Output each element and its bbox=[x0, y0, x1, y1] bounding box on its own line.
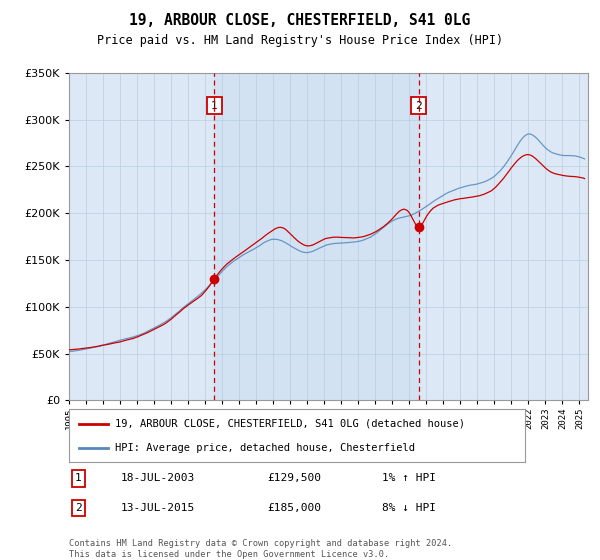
Text: 2: 2 bbox=[415, 101, 422, 110]
Text: 2: 2 bbox=[75, 503, 82, 513]
Text: £185,000: £185,000 bbox=[268, 503, 322, 513]
Text: HPI: Average price, detached house, Chesterfield: HPI: Average price, detached house, Ches… bbox=[115, 443, 415, 453]
Text: 1% ↑ HPI: 1% ↑ HPI bbox=[382, 473, 436, 483]
Text: 18-JUL-2003: 18-JUL-2003 bbox=[121, 473, 196, 483]
Text: Contains HM Land Registry data © Crown copyright and database right 2024.
This d: Contains HM Land Registry data © Crown c… bbox=[69, 539, 452, 559]
Text: Price paid vs. HM Land Registry's House Price Index (HPI): Price paid vs. HM Land Registry's House … bbox=[97, 34, 503, 46]
Text: 13-JUL-2015: 13-JUL-2015 bbox=[121, 503, 196, 513]
Text: 19, ARBOUR CLOSE, CHESTERFIELD, S41 0LG: 19, ARBOUR CLOSE, CHESTERFIELD, S41 0LG bbox=[130, 13, 470, 29]
Text: 1: 1 bbox=[75, 473, 82, 483]
Text: 1: 1 bbox=[211, 101, 218, 110]
Text: 19, ARBOUR CLOSE, CHESTERFIELD, S41 0LG (detached house): 19, ARBOUR CLOSE, CHESTERFIELD, S41 0LG … bbox=[115, 419, 464, 429]
Text: £129,500: £129,500 bbox=[268, 473, 322, 483]
Bar bbox=[214, 73, 419, 400]
Text: 8% ↓ HPI: 8% ↓ HPI bbox=[382, 503, 436, 513]
